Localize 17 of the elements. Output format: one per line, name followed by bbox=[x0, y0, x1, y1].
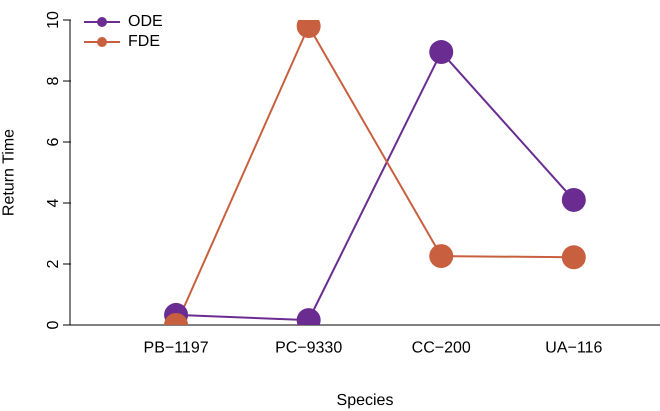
x-tick-label: CC−200 bbox=[412, 339, 471, 356]
point bbox=[562, 245, 586, 270]
y-tick-label: 10 bbox=[45, 11, 62, 29]
point bbox=[429, 244, 454, 268]
y-tick-label: 6 bbox=[45, 137, 62, 146]
y-tick-label: 2 bbox=[45, 259, 62, 268]
y-tick-label: 0 bbox=[45, 320, 62, 330]
x-axis-title: Species bbox=[336, 392, 394, 409]
y-tick-label: 4 bbox=[45, 198, 62, 208]
y-axis-title: Return Time bbox=[0, 128, 18, 216]
legend-label: ODE bbox=[128, 13, 163, 31]
legend-label: FDE bbox=[128, 33, 160, 51]
x-tick-label: PC−9330 bbox=[275, 339, 342, 356]
point bbox=[562, 188, 586, 212]
x-tick-label: UA−116 bbox=[545, 339, 602, 356]
x-tick-label: PB−1197 bbox=[144, 339, 209, 356]
y-tick-label: 8 bbox=[45, 76, 62, 86]
